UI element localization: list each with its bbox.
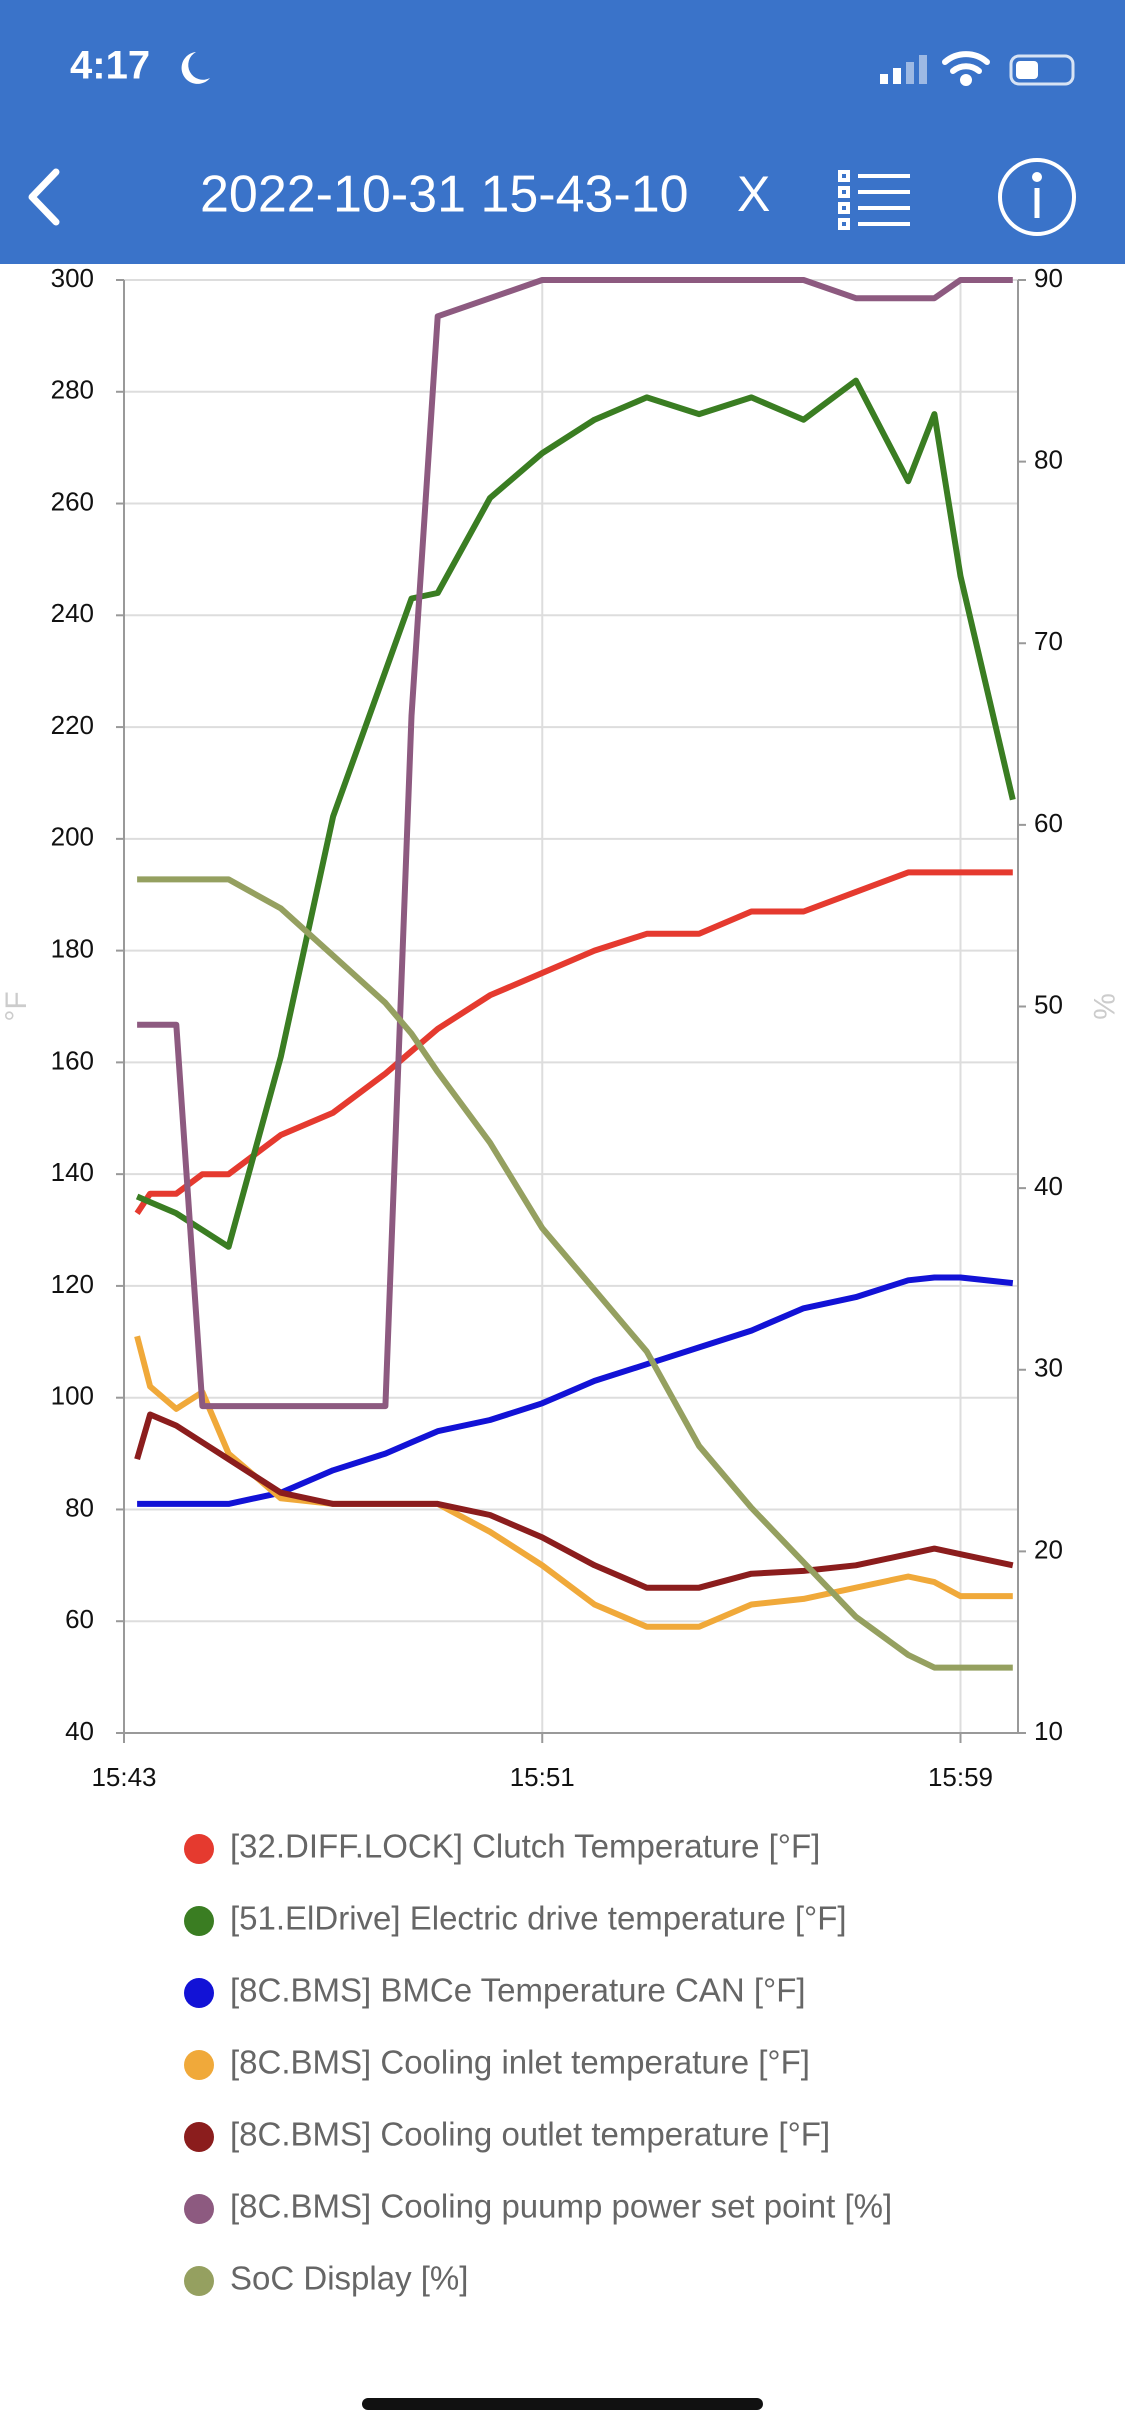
- battery-icon: [1009, 54, 1075, 86]
- back-button[interactable]: [28, 168, 60, 226]
- legend-label: [8C.BMS] Cooling outlet temperature [°F]: [230, 2116, 830, 2153]
- info-button[interactable]: [998, 158, 1076, 236]
- legend-marker: [184, 2050, 214, 2080]
- y2-tick-label: 90: [1034, 263, 1063, 293]
- y2-tick-label: 30: [1034, 1353, 1063, 1383]
- legend-label: SoC Display [%]: [230, 2260, 468, 2297]
- x-tick-label: 15:43: [91, 1762, 156, 1792]
- legend-label: [51.ElDrive] Electric drive temperature …: [230, 1900, 847, 1937]
- y-tick-label: 80: [65, 1492, 94, 1522]
- legend-label: [8C.BMS] BMCe Temperature CAN [°F]: [230, 1972, 806, 2009]
- y-tick-label: 260: [51, 486, 94, 516]
- legend-marker: [184, 2122, 214, 2152]
- legend-item[interactable]: SoC Display [%]: [184, 2260, 468, 2297]
- legend-item[interactable]: [51.ElDrive] Electric drive temperature …: [184, 1900, 847, 1937]
- y2-tick-label: 50: [1034, 989, 1063, 1019]
- wifi-icon: [942, 51, 990, 86]
- title: 2022-10-31 15-43-10: [200, 166, 689, 224]
- y-tick-label: 40: [65, 1716, 94, 1746]
- y-tick-label: 240: [51, 598, 94, 628]
- header-bar: [0, 0, 1125, 264]
- y2-tick-label: 40: [1034, 1171, 1063, 1201]
- y-axis-label: °F: [0, 991, 33, 1021]
- legend-marker: [184, 1906, 214, 1936]
- y-tick-label: 180: [51, 933, 94, 963]
- x-tick-label: 15:59: [928, 1762, 993, 1792]
- y-tick-label: 140: [51, 1157, 94, 1187]
- y-tick-label: 300: [51, 263, 94, 293]
- y-tick-label: 60: [65, 1604, 94, 1634]
- moon-icon: [181, 52, 210, 84]
- y2-tick-label: 70: [1034, 626, 1063, 656]
- series-line: [135, 377, 1016, 1250]
- series-line: [134, 1335, 1013, 1630]
- signal-icon: [880, 55, 927, 84]
- y2-axis-label: %: [1087, 993, 1120, 1020]
- y-tick-label: 280: [51, 375, 94, 405]
- series-line: [137, 1274, 1014, 1507]
- legend-label: [8C.BMS] Cooling inlet temperature [°F]: [230, 2044, 810, 2081]
- legend-marker: [184, 2194, 214, 2224]
- y2-tick-label: 80: [1034, 445, 1063, 475]
- series-line: [137, 277, 1013, 1410]
- y-tick-label: 160: [51, 1045, 94, 1075]
- legend-marker: [184, 1834, 214, 1864]
- home-indicator: [362, 2398, 763, 2410]
- x-tick-label: 15:51: [510, 1762, 575, 1792]
- legend-label: [8C.BMS] Cooling puump power set point […: [230, 2188, 892, 2225]
- status-time: 4:17: [70, 44, 150, 88]
- series-line: [134, 869, 1013, 1215]
- y2-tick-label: 60: [1034, 808, 1063, 838]
- y2-tick-label: 20: [1034, 1534, 1063, 1564]
- legend-item[interactable]: [8C.BMS] Cooling inlet temperature [°F]: [184, 2044, 810, 2081]
- legend-item[interactable]: [8C.BMS] Cooling outlet temperature [°F]: [184, 2116, 830, 2153]
- legend-marker: [184, 2266, 214, 2296]
- y-tick-label: 100: [51, 1381, 94, 1411]
- y2-tick-label: 10: [1034, 1716, 1063, 1746]
- battery-level: [1016, 61, 1038, 79]
- series-line: [137, 876, 1013, 1671]
- legend-marker: [184, 1978, 214, 2008]
- legend-item[interactable]: [32.DIFF.LOCK] Clutch Temperature [°F]: [184, 1828, 820, 1865]
- series-line: [134, 1411, 1014, 1591]
- y-tick-label: 200: [51, 822, 94, 852]
- y-tick-label: 120: [51, 1269, 94, 1299]
- legend-item[interactable]: [8C.BMS] Cooling puump power set point […: [184, 2188, 892, 2225]
- list-button[interactable]: [838, 170, 910, 230]
- legend-item[interactable]: [8C.BMS] BMCe Temperature CAN [°F]: [184, 1972, 806, 2009]
- y-tick-label: 220: [51, 710, 94, 740]
- legend-label: [32.DIFF.LOCK] Clutch Temperature [°F]: [230, 1828, 820, 1865]
- close-button[interactable]: X: [737, 166, 770, 222]
